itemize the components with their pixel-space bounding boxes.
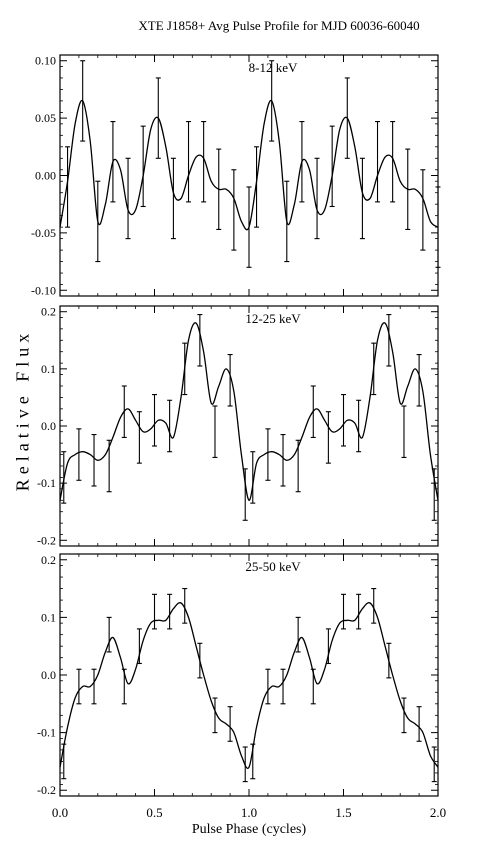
panel-2-energy-label: 12-25 keV (245, 311, 301, 326)
panel-3-ytick-label: -0.1 (37, 726, 56, 740)
panel-1-energy-label: 8-12 keV (249, 60, 298, 75)
panel-3-energy-label: 25-50 keV (245, 559, 301, 574)
x-axis-label: Pulse Phase (cycles) (191, 822, 307, 837)
panel-3-frame (59, 553, 439, 797)
panel-1-ytick-label: 0.00 (35, 169, 56, 183)
panel-3-ytick-label: 0.1 (41, 610, 56, 624)
x-tick-label: 1.5 (335, 805, 351, 820)
panel-2-ytick-label: -0.1 (37, 476, 56, 490)
chart-title: XTE J1858+ Avg Pulse Profile for MJD 600… (138, 18, 420, 33)
panel-2-ytick-label: -0.2 (37, 533, 56, 547)
panel-3-ytick-label: -0.2 (37, 783, 56, 797)
panel-2-ytick-label: 0.1 (41, 362, 56, 376)
x-tick-label: 1.0 (241, 805, 257, 820)
panel-2-ytick-label: 0.0 (41, 419, 56, 433)
panel-3-ytick-label: 0.2 (41, 553, 56, 567)
panel-1-ytick-label: -0.05 (31, 226, 56, 240)
panel-1-ytick-label: -0.10 (31, 283, 56, 297)
x-tick-label: 0.0 (52, 805, 68, 820)
panel-2-profile-curve (59, 322, 439, 501)
x-tick-label: 0.5 (146, 805, 162, 820)
panel-3-ytick-label: 0.0 (41, 668, 56, 682)
panel-3-profile-curve (59, 602, 439, 769)
panel-2-ytick-label: 0.2 (41, 305, 56, 319)
panel-1-ytick-label: 0.05 (35, 111, 56, 125)
x-tick-label: 2.0 (430, 805, 446, 820)
panel-1-ytick-label: 0.10 (35, 54, 56, 68)
